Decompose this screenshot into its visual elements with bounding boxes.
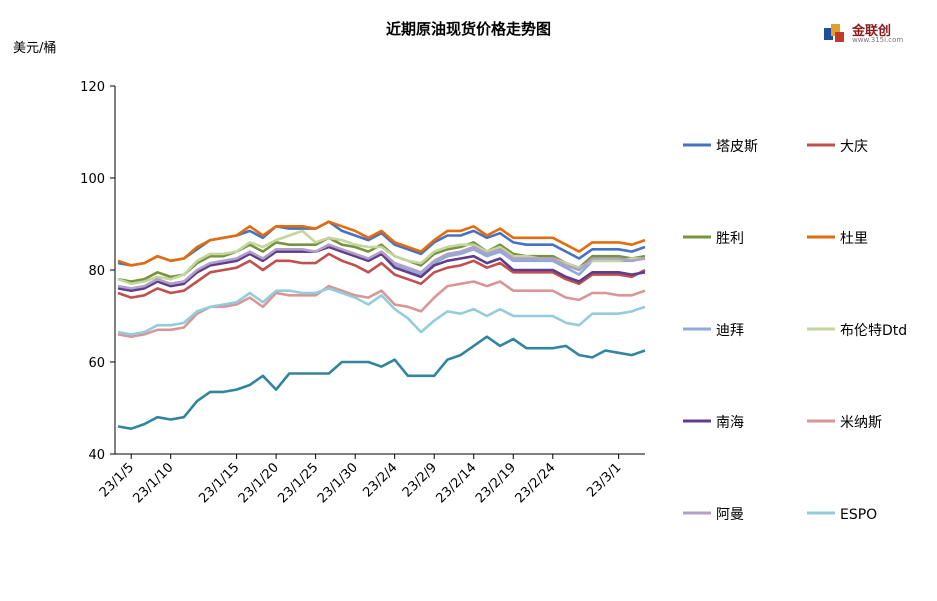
x-tick-label: 23/2/19: [473, 460, 519, 506]
legend-label: 南海: [716, 415, 744, 431]
series-line-胜利: [117, 236, 646, 283]
series-line-南海: [117, 245, 646, 292]
legend-label: 布伦特Dtd: [840, 323, 907, 339]
series-line-阿曼: [117, 243, 646, 290]
x-tick-label: 23/1/15: [196, 460, 242, 506]
x-tick-label: 23/2/24: [513, 460, 559, 506]
series-lines: [117, 220, 646, 430]
x-tick-label: 23/2/4: [360, 460, 400, 500]
logo-name: 金联创: [852, 24, 892, 39]
legend-label: 胜利: [716, 231, 744, 247]
y-tick-labels: 40 60 80 100 120: [80, 80, 105, 463]
y-axis-unit: 美元/桶: [13, 41, 57, 56]
series-line-series-10: [117, 335, 646, 430]
y-tick-label: 120: [80, 80, 105, 95]
logo-url: www.315i.com: [852, 36, 904, 44]
legend-label: 阿曼: [716, 507, 744, 523]
chart-title: 近期原油现货价格走势图: [385, 20, 551, 38]
x-tick-label: 23/1/10: [130, 460, 176, 506]
series-line-杜里: [117, 220, 646, 267]
x-tick-label: 23/1/25: [275, 460, 321, 506]
x-tick-labels: 23/1/523/1/10 23/1/1523/1/2023/1/2523/1/3…: [97, 460, 625, 506]
legend-label: 大庆: [840, 139, 868, 155]
y-tick-label: 60: [88, 356, 105, 371]
x-tick-label: 23/2/14: [434, 460, 480, 506]
series-line-米纳斯: [117, 280, 646, 338]
series-line-ESPO: [117, 287, 646, 336]
x-tick-label: 23/3/1: [584, 460, 624, 500]
y-tick-label: 40: [88, 448, 105, 463]
legend-label: 塔皮斯: [716, 139, 758, 155]
brand-logo: 金联创 www.315i.com: [820, 18, 904, 48]
axes: [110, 85, 645, 459]
logo-icon: [824, 24, 844, 42]
series-line-大庆: [117, 252, 646, 299]
legend-label: 米纳斯: [840, 415, 882, 431]
legend-label: 迪拜: [716, 323, 744, 339]
y-tick-label: 80: [88, 264, 105, 279]
x-tick-label: 23/1/20: [236, 460, 282, 506]
y-tick-label: 100: [80, 172, 105, 187]
legend-label: 杜里: [840, 231, 868, 247]
legend-label: ESPO: [840, 507, 877, 523]
x-tick-label: 23/1/30: [315, 460, 361, 506]
